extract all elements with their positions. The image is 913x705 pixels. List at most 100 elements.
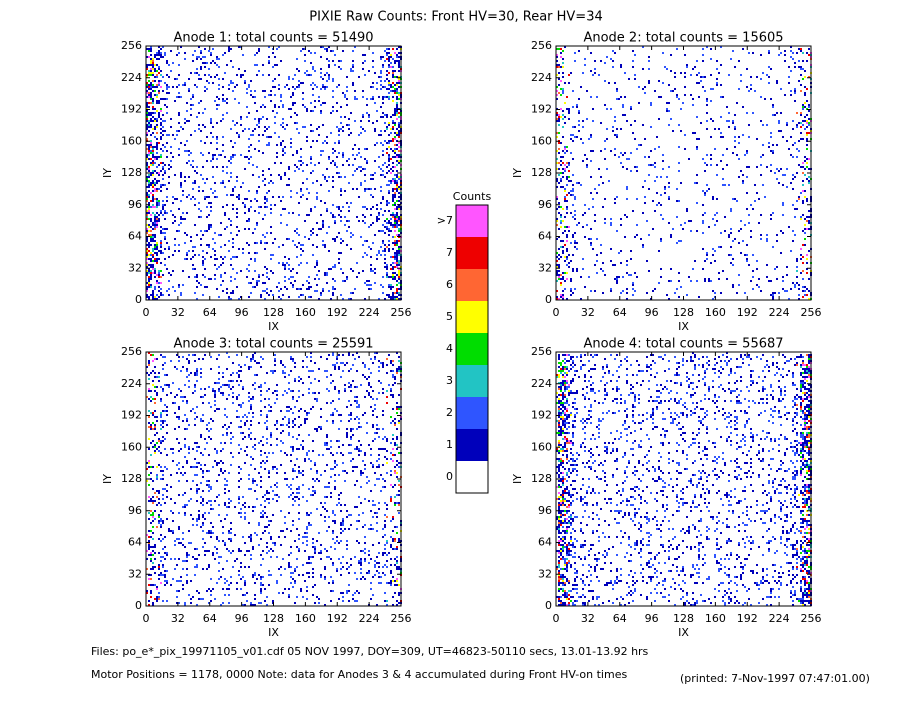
colorbar-swatch (456, 429, 488, 461)
y-tick-label: 96 (128, 504, 142, 517)
y-tick-label: 160 (121, 440, 142, 453)
pixel-texture (556, 52, 812, 300)
x-tick-label: 128 (263, 612, 284, 625)
x-axis-label: IX (268, 320, 279, 333)
x-tick-label: 128 (263, 306, 284, 319)
y-tick-label: 64 (538, 536, 552, 549)
y-tick-label: 0 (135, 293, 142, 306)
panel-title: Anode 4: total counts = 55687 (583, 337, 783, 352)
y-tick-label: 96 (128, 198, 142, 211)
y-tick-label: 256 (531, 39, 552, 52)
pixel-texture (556, 58, 812, 276)
x-tick-label: 256 (801, 306, 822, 319)
y-tick-label: 64 (128, 230, 142, 243)
pixel-texture (146, 46, 402, 300)
x-tick-label: 96 (645, 306, 659, 319)
x-tick-label: 128 (673, 306, 694, 319)
y-tick-label: 96 (538, 198, 552, 211)
x-tick-label: 96 (235, 612, 249, 625)
y-tick-label: 256 (531, 345, 552, 358)
plot-frame (145, 351, 402, 607)
y-tick-label: 64 (128, 536, 142, 549)
pixel-texture (146, 358, 402, 600)
colorbar-swatch (456, 333, 488, 365)
colorbar-label: 0 (446, 470, 453, 483)
x-tick-label: 32 (171, 612, 185, 625)
y-tick-label: 192 (531, 409, 552, 422)
x-axis-label: IX (678, 626, 689, 639)
pixel-texture (560, 46, 810, 300)
x-tick-label: 64 (613, 612, 627, 625)
panel-title: Anode 1: total counts = 51490 (173, 31, 373, 46)
colorbar-label: 5 (446, 310, 453, 323)
colorbar-label: 2 (446, 406, 453, 419)
x-tick-label: 256 (391, 306, 412, 319)
x-tick-label: 256 (801, 612, 822, 625)
x-tick-label: 192 (327, 612, 348, 625)
y-tick-label: 0 (545, 293, 552, 306)
y-tick-label: 32 (128, 261, 142, 274)
y-axis-label: IY (101, 474, 114, 484)
footer-motor: Motor Positions = 1178, 0000 Note: data … (91, 668, 627, 681)
x-tick-label: 128 (673, 612, 694, 625)
y-tick-label: 256 (121, 345, 142, 358)
y-tick-label: 160 (531, 440, 552, 453)
colorbar-label: 3 (446, 374, 453, 387)
x-tick-label: 32 (581, 306, 595, 319)
y-tick-label: 128 (531, 472, 552, 485)
footer-files: Files: po_e*_pix_19971105_v01.cdf 05 NOV… (91, 645, 649, 658)
x-tick-label: 224 (359, 612, 380, 625)
colorbar-label: 6 (446, 278, 453, 291)
panel-title: Anode 2: total counts = 15605 (583, 31, 783, 46)
x-tick-label: 192 (737, 612, 758, 625)
x-tick-label: 96 (235, 306, 249, 319)
y-tick-label: 192 (531, 103, 552, 116)
plot-frame (555, 45, 812, 301)
x-tick-label: 64 (203, 306, 217, 319)
pixel-texture (556, 48, 810, 300)
y-tick-label: 128 (121, 472, 142, 485)
y-tick-label: 0 (545, 599, 552, 612)
x-tick-label: 32 (581, 612, 595, 625)
x-tick-label: 0 (553, 612, 560, 625)
x-tick-label: 0 (553, 306, 560, 319)
y-tick-label: 224 (531, 71, 552, 84)
pixel-texture (560, 354, 808, 606)
colorbar-swatch (456, 205, 488, 237)
pixel-texture (154, 352, 400, 606)
y-tick-label: 32 (538, 567, 552, 580)
x-tick-label: 224 (769, 306, 790, 319)
colorbar-swatch (456, 301, 488, 333)
y-tick-label: 256 (121, 39, 142, 52)
y-tick-label: 128 (121, 166, 142, 179)
y-axis-label: IY (511, 474, 524, 484)
y-tick-label: 224 (121, 377, 142, 390)
colorbar-swatch (456, 397, 488, 429)
x-tick-label: 160 (295, 612, 316, 625)
y-tick-label: 192 (121, 103, 142, 116)
x-tick-label: 0 (143, 612, 150, 625)
y-tick-label: 32 (538, 261, 552, 274)
colorbar-label: >7 (437, 214, 453, 227)
y-tick-label: 192 (121, 409, 142, 422)
y-tick-label: 128 (531, 166, 552, 179)
y-tick-label: 160 (531, 134, 552, 147)
colorbar-label: 1 (446, 438, 453, 451)
y-tick-label: 64 (538, 230, 552, 243)
x-axis-label: IX (268, 626, 279, 639)
x-tick-label: 224 (359, 306, 380, 319)
y-tick-label: 32 (128, 567, 142, 580)
x-tick-label: 0 (143, 306, 150, 319)
colorbar-swatch (456, 365, 488, 397)
x-tick-label: 256 (391, 612, 412, 625)
colorbar-title: Counts (453, 190, 492, 203)
x-tick-label: 32 (171, 306, 185, 319)
x-tick-label: 160 (705, 306, 726, 319)
colorbar-swatch (456, 269, 488, 301)
x-axis-label: IX (678, 320, 689, 333)
y-tick-label: 160 (121, 134, 142, 147)
x-tick-label: 192 (327, 306, 348, 319)
y-axis-label: IY (511, 168, 524, 178)
